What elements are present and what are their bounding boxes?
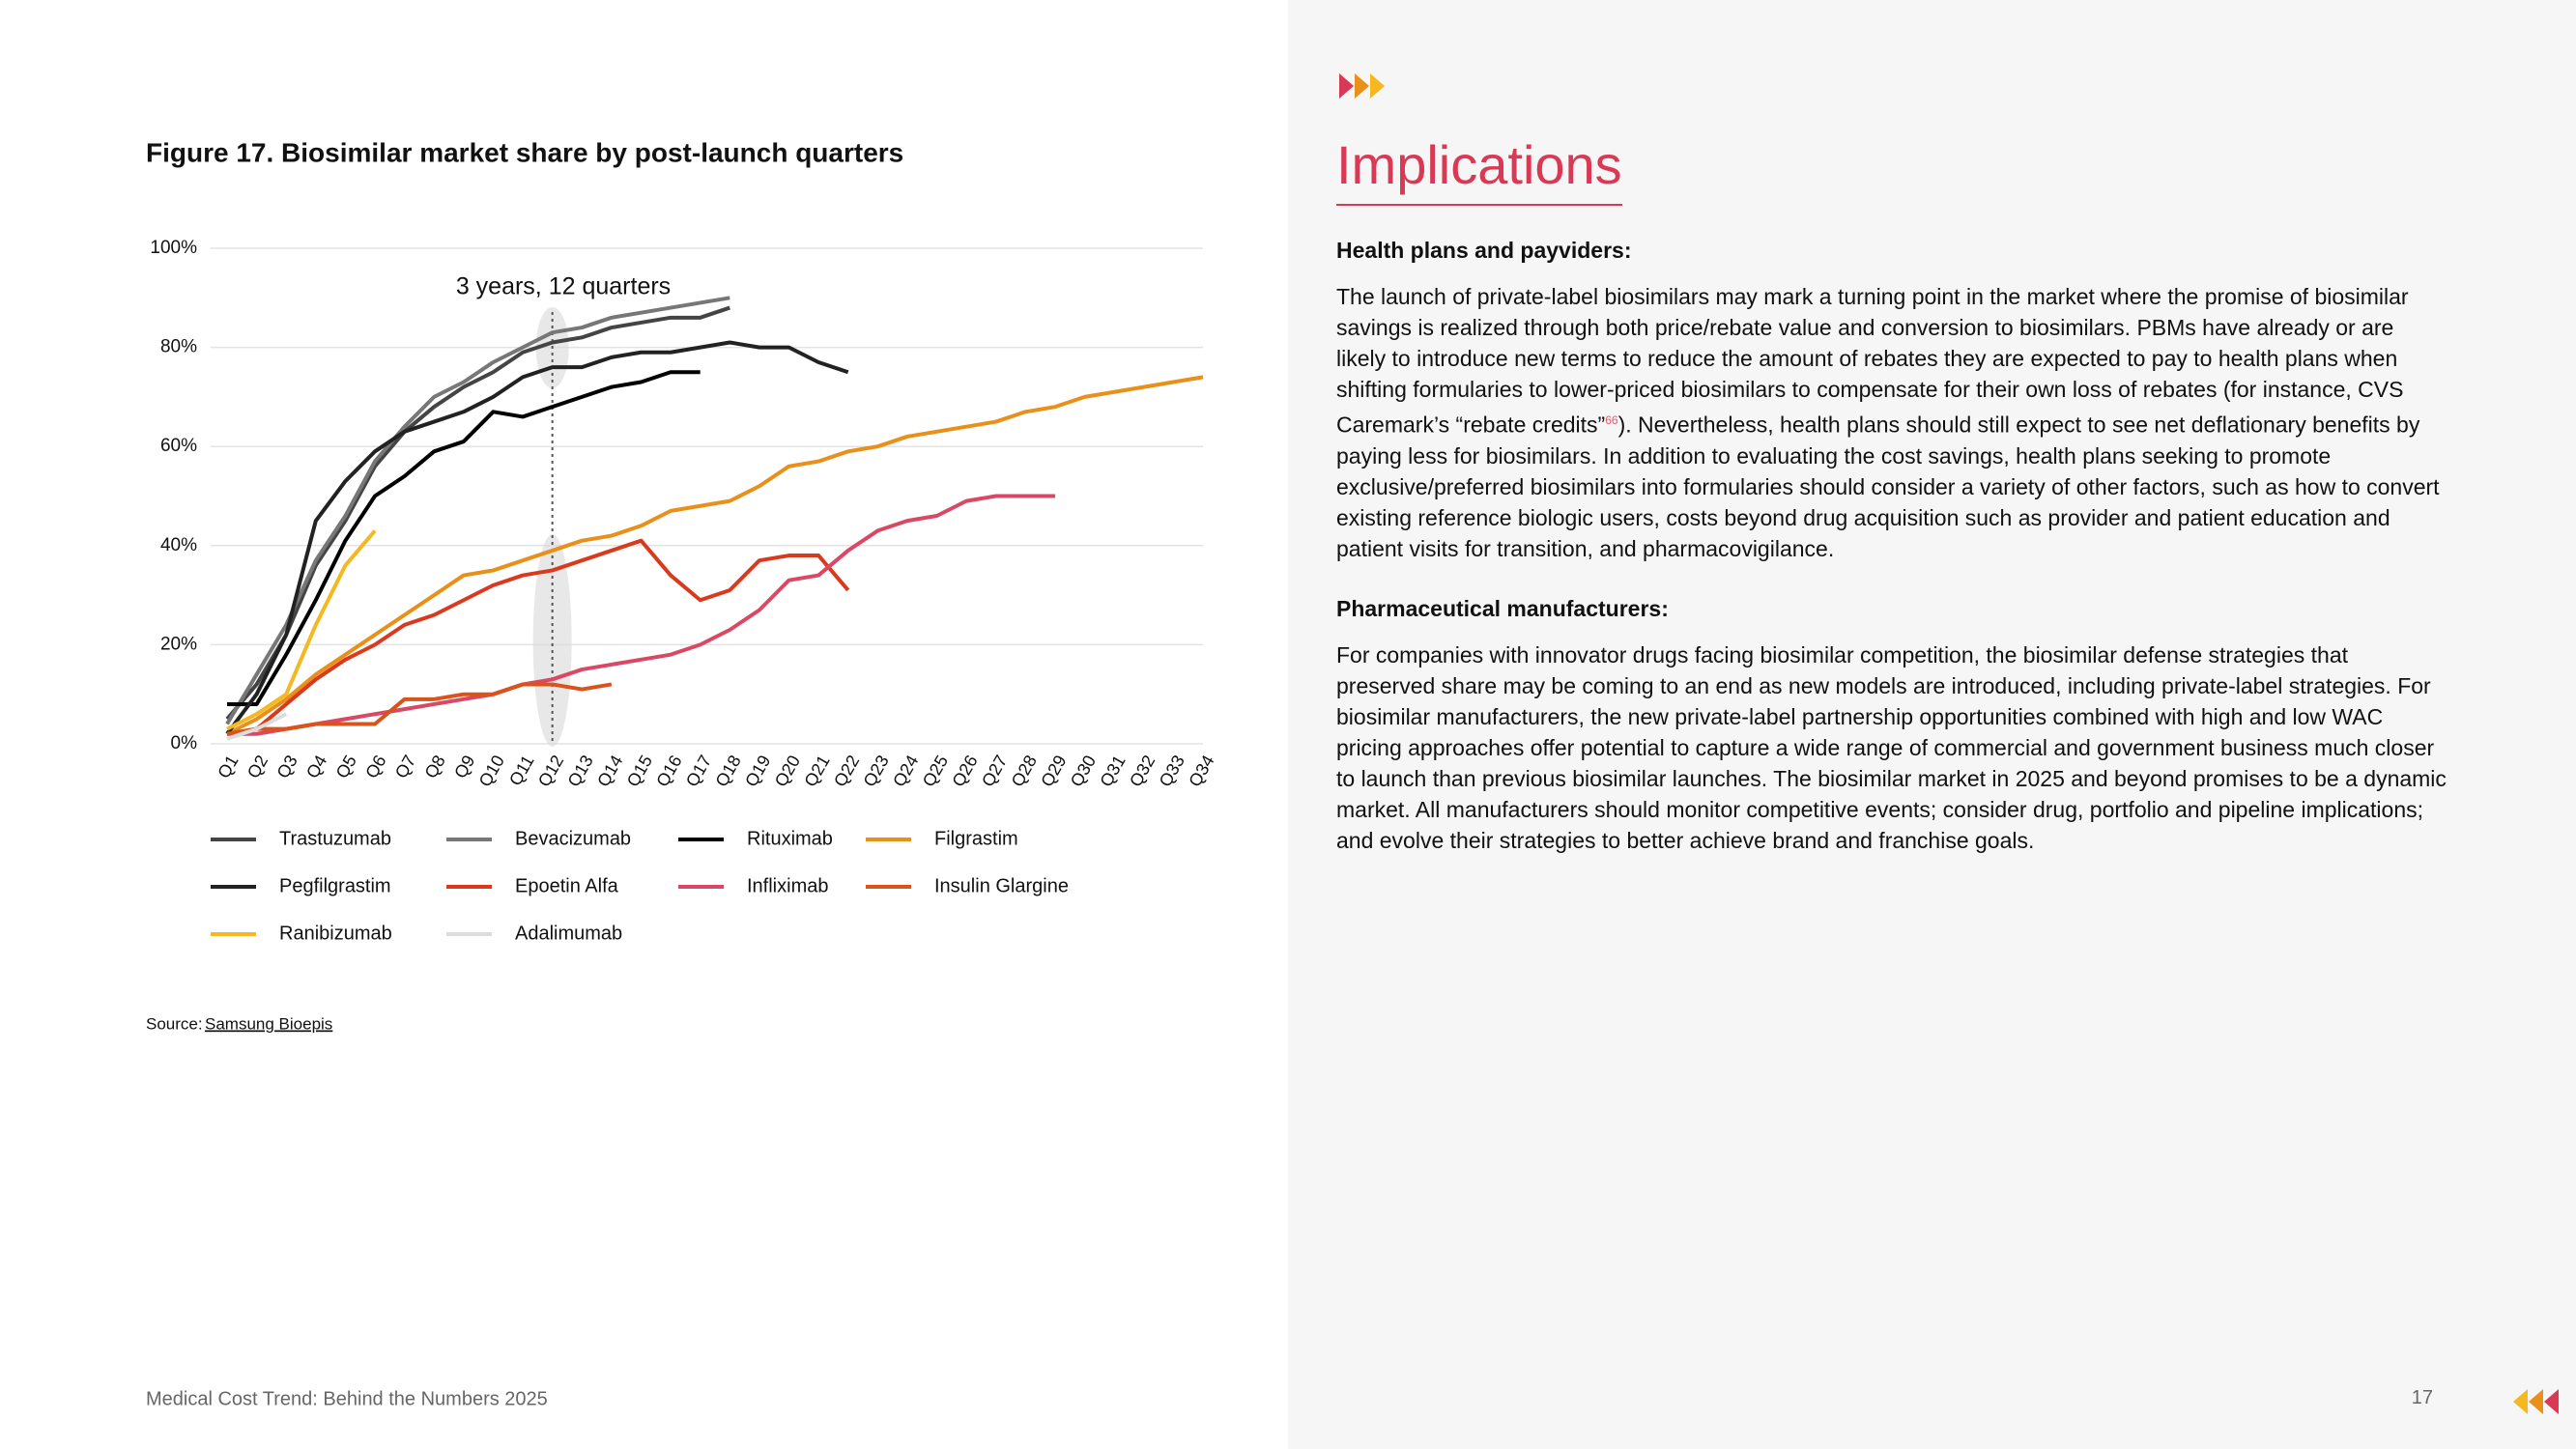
arrow-icon (1355, 73, 1369, 99)
x-tick-label: Q13 (564, 752, 597, 789)
x-tick-label: Q29 (1037, 752, 1070, 789)
x-tick-label: Q23 (860, 752, 893, 789)
text: ). Nevertheless, health plans should sti… (1336, 412, 2440, 561)
series-line (227, 370, 701, 706)
arrow-icon (1339, 73, 1354, 99)
y-tick-label: 80% (160, 337, 197, 357)
x-tick-label: Q9 (450, 752, 478, 781)
legend-label: Ranibizumab (279, 923, 392, 944)
x-tick-label: Q12 (534, 752, 567, 789)
text: The launch of private-label biosimilars … (1336, 284, 2409, 438)
series-line (226, 682, 613, 736)
x-tick-label: Q32 (1126, 752, 1159, 789)
x-tick-label: Q5 (332, 752, 360, 781)
implications-panel: Implications Health plans and payviders:… (1288, 0, 2576, 1449)
x-tick-label: Q28 (1008, 752, 1041, 789)
legend-label: Epoetin Alfa (515, 875, 619, 896)
paragraph: For companies with innovator drugs facin… (1336, 641, 2447, 853)
source-label: Source: (146, 1014, 203, 1033)
paragraph: The launch of private-label biosimilars … (1336, 281, 2447, 564)
series-line (225, 340, 849, 735)
arrow-icon (1370, 73, 1385, 99)
y-tick-label: 0% (171, 733, 198, 753)
implications: Implications Health plans and payviders:… (1336, 130, 2447, 885)
legend-label: Pegfilgrastim (279, 875, 391, 896)
heading: Health plans and payviders: (1336, 238, 1632, 263)
x-tick-label: Q14 (593, 752, 626, 789)
x-tick-label: Q7 (391, 752, 419, 781)
source-link[interactable]: Samsung Bioepis (205, 1014, 332, 1033)
x-tick-label: Q4 (302, 752, 330, 781)
chart: Figure 17. Biosimilar market share by po… (146, 137, 1218, 1409)
series-line (227, 494, 1055, 736)
legend-label: Infliximab (747, 875, 828, 896)
x-tick-label: Q20 (771, 752, 804, 789)
series-line (226, 538, 850, 736)
legend-label: Adalimumab (515, 923, 622, 944)
heading: Pharmaceutical manufacturers: (1336, 595, 1669, 621)
x-tick-label: Q19 (741, 752, 774, 789)
y-tick-label: 20% (160, 634, 197, 654)
x-tick-label: Q11 (505, 752, 538, 788)
x-tick-label: Q34 (1185, 752, 1217, 789)
series-line (225, 296, 730, 725)
x-tick-label: Q18 (712, 752, 745, 789)
footnote[interactable]: 66 (1605, 413, 1618, 427)
legend-label: Filgrastim (934, 828, 1018, 849)
footer-title: Medical Cost Trend: Behind the Numbers 2… (146, 1388, 548, 1409)
annotation: 3 years, 12 quarters (456, 273, 671, 300)
x-tick-label: Q8 (420, 752, 448, 781)
y-tick-label: 60% (160, 436, 197, 456)
x-tick-label: Q22 (830, 752, 863, 789)
x-tick-label: Q17 (682, 752, 715, 789)
x-tick-label: Q15 (623, 752, 656, 789)
x-tick-label: Q10 (475, 752, 508, 789)
decor (1339, 73, 2559, 1414)
arrow-icon (2513, 1389, 2528, 1414)
x-tick-label: Q33 (1156, 752, 1188, 789)
legend-label: Trastuzumab (279, 828, 391, 849)
x-tick-label: Q25 (919, 752, 952, 789)
arrow-icon (2529, 1389, 2543, 1414)
x-tick-label: Q27 (978, 752, 1011, 789)
x-tick-label: Q1 (214, 752, 242, 781)
y-tick-label: 40% (160, 535, 197, 555)
x-tick-label: Q16 (652, 752, 685, 789)
legend-label: Insulin Glargine (934, 875, 1069, 896)
x-tick-label: Q31 (1096, 752, 1129, 789)
series-line (226, 529, 377, 731)
x-tick-label: Q3 (272, 752, 301, 781)
page-number: 17 (2411, 1387, 2433, 1408)
series-line (225, 305, 730, 721)
x-tick-label: Q2 (243, 752, 272, 781)
arrow-icon (2544, 1389, 2559, 1414)
chart-title: Figure 17. Biosimilar market share by po… (146, 137, 903, 167)
series-line (226, 375, 1204, 736)
series-line (226, 712, 288, 741)
x-tick-label: Q30 (1067, 752, 1100, 789)
legend-label: Bevacizumab (515, 828, 631, 849)
x-tick-label: Q24 (889, 752, 922, 789)
legend-label: Rituximab (747, 828, 833, 849)
x-tick-label: Q6 (361, 752, 389, 781)
y-tick-label: 100% (150, 238, 197, 258)
x-tick-label: Q26 (948, 752, 981, 789)
x-tick-label: Q21 (800, 752, 833, 789)
section-title: Implications (1336, 130, 1622, 206)
highlight (532, 534, 572, 747)
